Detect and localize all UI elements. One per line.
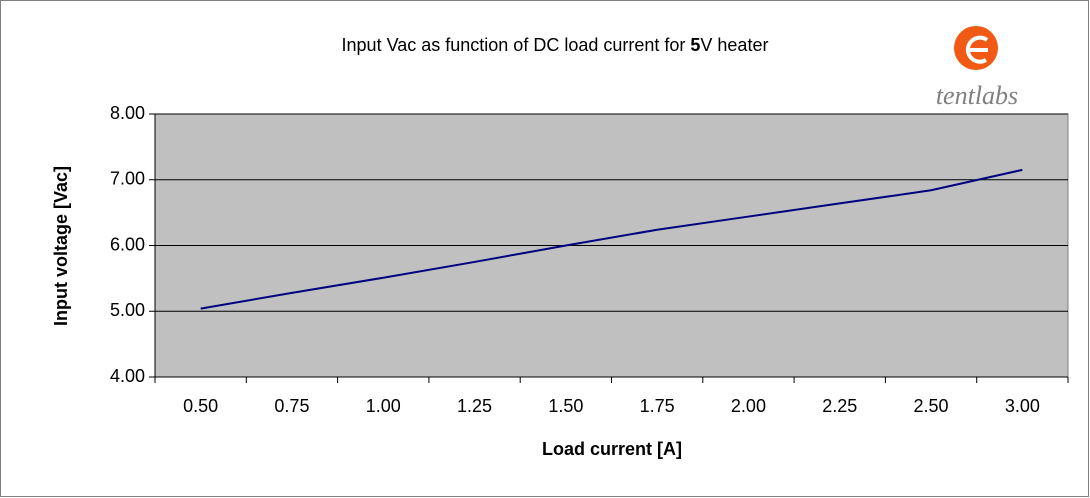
logo-text: tentlabs: [936, 81, 1018, 110]
y-tick-label: 4.00: [110, 366, 145, 386]
x-tick-label: 1.00: [366, 396, 401, 416]
title-part: Input Vac as function of DC load current…: [342, 35, 691, 55]
data-line: [200, 168, 1023, 310]
x-tick-label: 2.00: [731, 396, 766, 416]
x-tick-label: 0.75: [274, 396, 309, 416]
chart-title: Input Vac as function of DC load current…: [342, 35, 769, 55]
y-tick-label: 8.00: [110, 103, 145, 123]
x-tick-label: 3.00: [1005, 396, 1040, 416]
x-tick-label: 2.50: [914, 396, 949, 416]
x-tick-label: 1.50: [548, 396, 583, 416]
logo: tentlabs: [936, 26, 1018, 110]
title-part: V heater: [700, 35, 768, 55]
x-tick-label: 0.50: [183, 396, 218, 416]
logo-e: [965, 35, 989, 64]
x-tick-label: 1.75: [640, 396, 675, 416]
y-tick-label: 6.00: [110, 234, 145, 254]
y-tick-label: 7.00: [110, 169, 145, 189]
y-tick-label: 5.00: [110, 300, 145, 320]
x-axis-label: Load current [A]: [542, 439, 682, 459]
title-part: 5: [690, 35, 700, 55]
x-tick-label: 2.25: [822, 396, 857, 416]
x-tick-label: 1.25: [457, 396, 492, 416]
y-axis-label: Input voltage [Vac]: [51, 166, 71, 326]
